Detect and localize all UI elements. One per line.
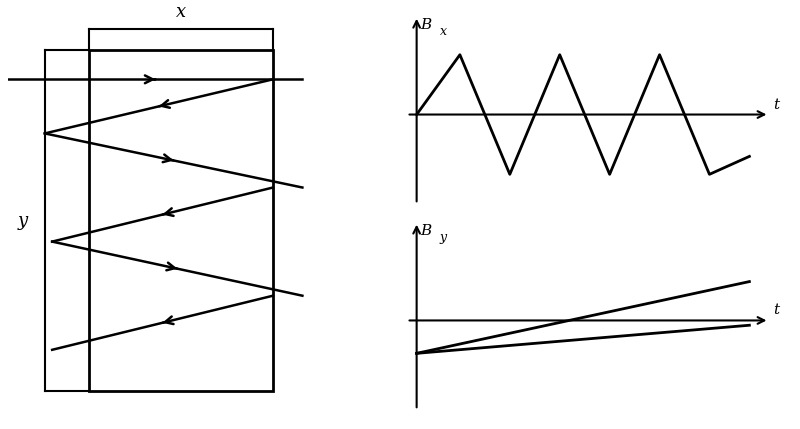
Text: y: y [440, 231, 447, 244]
Text: B: B [420, 18, 431, 32]
Text: x: x [176, 3, 186, 21]
Text: x: x [440, 25, 447, 38]
Text: B: B [420, 224, 431, 238]
Bar [89, 50, 273, 391]
Text: t: t [773, 97, 778, 112]
Text: t: t [773, 303, 778, 317]
Text: y: y [18, 212, 28, 230]
